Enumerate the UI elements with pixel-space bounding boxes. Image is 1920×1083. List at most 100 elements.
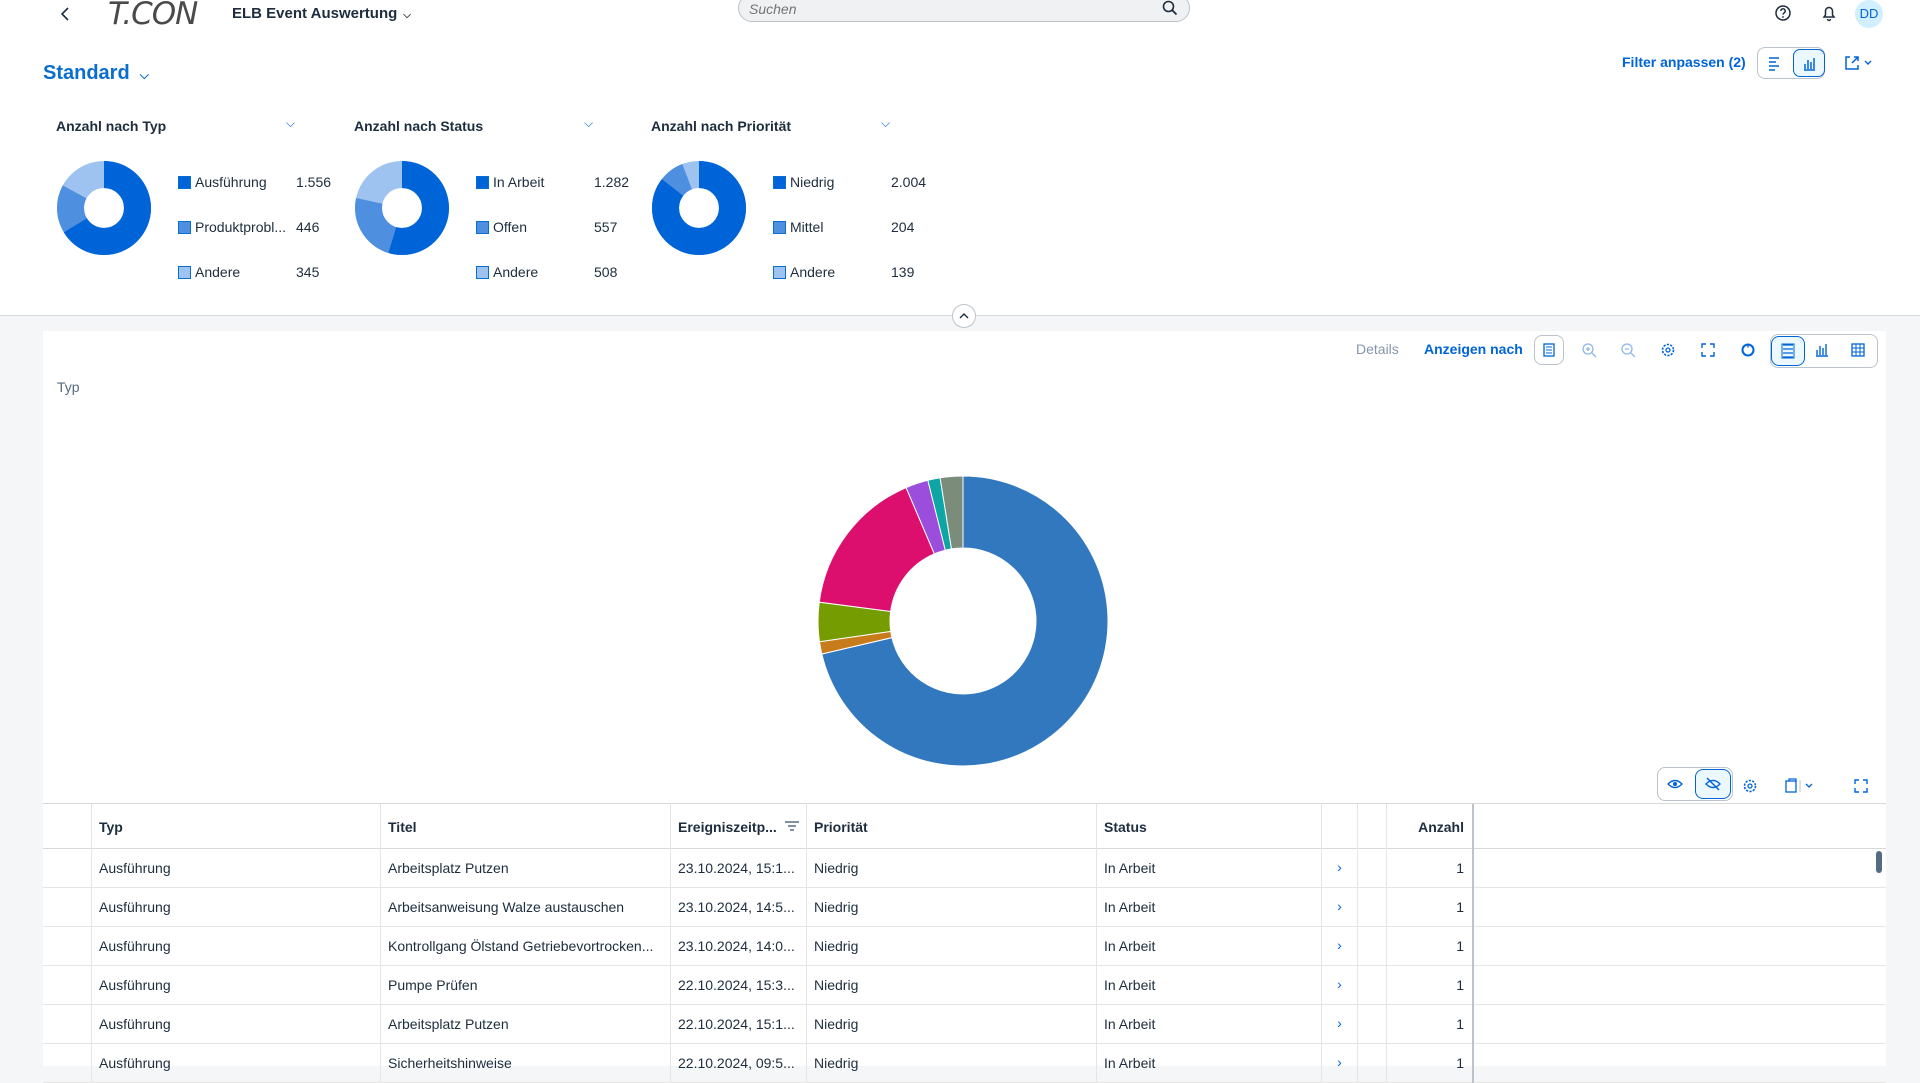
table-fullscreen-button[interactable] [1846,771,1876,801]
cell-zeit: 22.10.2024, 09:5... [671,1044,807,1083]
visual-filter-prioritaet[interactable]: Anzahl nach Priorität ⌵ Niedrig 2.004 Mit… [651,116,943,280]
legend-item[interactable]: Mittel 204 [773,218,943,236]
eye-hidden-icon [1705,777,1721,791]
donut-chart-status[interactable] [354,160,450,256]
search-field[interactable] [738,0,1190,22]
legend-item[interactable]: Niedrig 2.004 [773,173,943,191]
table-row[interactable]: Ausführung Sicherheitshinweise 22.10.2024,… [43,1044,1886,1083]
cell-status: In Arbeit [1097,1005,1322,1044]
table-view-button[interactable] [1843,336,1873,366]
legend-toggle-button[interactable] [1534,335,1564,365]
details-button[interactable]: Details [1356,341,1399,357]
bar-chart-icon [1816,344,1828,357]
chevron-down-icon[interactable]: ⌵ [881,116,891,130]
bell-icon[interactable] [1816,0,1842,26]
spacer-cell [1358,888,1387,927]
chevron-down-icon[interactable]: ⌵ [584,116,594,130]
chart-type-button[interactable] [1733,335,1763,365]
row-navigation-chevron-icon[interactable]: › [1322,966,1358,1005]
cell-anzahl: 1 [1387,966,1474,1005]
settings-button[interactable] [1653,335,1683,365]
legend-item[interactable]: Ausführung 1.556 [178,173,348,191]
column-header-prioritaet[interactable]: Priorität [807,804,1097,850]
search-icon[interactable] [1161,0,1179,17]
legend-item[interactable]: Andere 508 [476,263,646,281]
row-navigation-chevron-icon[interactable]: › [1322,849,1358,888]
variant-name: Standard [43,62,130,84]
cell-typ: Ausführung [92,1005,381,1044]
column-header-ereigniszeitpunkt[interactable]: Ereigniszeitp... [671,804,807,850]
help-icon[interactable] [1770,0,1796,26]
table-row[interactable]: Ausführung Arbeitsplatz Putzen 22.10.2024,… [43,1005,1886,1044]
type-donut-chart[interactable] [803,461,1123,771]
legend-item[interactable]: Andere 345 [178,263,348,281]
legend-item[interactable]: In Arbeit 1.282 [476,173,646,191]
export-button[interactable] [1776,771,1824,801]
compact-view-button[interactable] [1759,49,1791,77]
chart-view-button[interactable] [1807,336,1837,366]
zoom-out-button[interactable] [1613,335,1643,365]
legend-item[interactable]: Produktprobl... 446 [178,218,348,236]
back-button[interactable] [54,2,78,26]
table-settings-button[interactable] [1735,771,1765,801]
donut-slice[interactable] [939,475,964,550]
spacer-column-header [1358,804,1387,850]
cell-zeit: 22.10.2024, 15:1... [671,1005,807,1044]
donut-slice[interactable] [821,475,1109,767]
share-button[interactable] [1840,52,1876,74]
legend-label: Andere [790,264,836,280]
adapt-filter-button[interactable]: Filter anpassen (2) [1622,54,1746,70]
table-row[interactable]: Ausführung Pumpe Prüfen 22.10.2024, 15:3..… [43,966,1886,1005]
selection-cell [43,1005,92,1044]
table-scrollbar[interactable] [1876,851,1882,873]
column-header-anzahl[interactable]: Anzahl [1387,804,1474,850]
table-row[interactable]: Ausführung Arbeitsplatz Putzen 23.10.2024,… [43,849,1886,888]
column-header-status[interactable]: Status [1097,804,1322,850]
visual-filter-button[interactable] [1793,49,1825,77]
view-switch [1770,334,1878,368]
display-by-button[interactable]: Anzeigen nach [1424,341,1523,357]
cell-typ: Ausführung [92,927,381,966]
hide-details-button[interactable] [1695,769,1731,799]
legend-label: Produktprobl... [195,219,287,235]
bar-chart-icon [1804,58,1815,71]
view-toggle [1757,47,1825,79]
column-header-titel[interactable]: Titel [381,804,671,850]
app-title-menu[interactable]: ELB Event Auswertung ⌵ [232,5,411,22]
shell-bar: T.CON ELB Event Auswertung ⌵ DD [0,0,1920,32]
row-navigation-chevron-icon[interactable]: › [1322,927,1358,966]
show-details-button[interactable] [1659,769,1693,799]
row-navigation-chevron-icon[interactable]: › [1322,1005,1358,1044]
visual-filter-typ[interactable]: Anzahl nach Typ ⌵ Ausführung 1.556 Produk… [56,116,348,280]
visual-filter-status[interactable]: Anzahl nach Status ⌵ In Arbeit 1.282 Offe… [354,116,646,280]
fullscreen-icon [1701,343,1715,357]
search-input[interactable] [749,1,1149,17]
fullscreen-icon [1854,779,1868,793]
donut-chart-prioritaet[interactable] [651,160,747,256]
collapse-header-button[interactable] [952,304,976,328]
chevron-down-icon[interactable]: ⌵ [286,116,296,130]
avatar[interactable]: DD [1855,0,1883,28]
dynamic-page-header: Standard ⌵ Filter anpassen (2) Anzahl nac… [0,30,1920,328]
variant-selector[interactable]: Standard ⌵ [43,62,149,85]
card-title: Anzahl nach Typ [56,118,167,134]
hybrid-view-button[interactable] [1771,336,1805,366]
company-logo[interactable]: T.CON [108,0,198,32]
legend-item[interactable]: Andere 139 [773,263,943,281]
table-icon [1851,343,1865,357]
legend-label: Andere [195,264,241,280]
legend-swatch [476,176,489,189]
donut-chart-typ[interactable] [56,160,152,256]
row-navigation-chevron-icon[interactable]: › [1322,1044,1358,1083]
legend-label: In Arbeit [493,174,545,190]
gear-icon [1661,343,1675,357]
zoom-in-button[interactable] [1574,335,1604,365]
table-header: Typ Titel Ereigniszeitp... Priorität Sta… [43,803,1886,850]
row-navigation-chevron-icon[interactable]: › [1322,888,1358,927]
table-row[interactable]: Ausführung Kontrollgang Ölstand Getriebev… [43,927,1886,966]
legend-item[interactable]: Offen 557 [476,218,646,236]
column-header-typ[interactable]: Typ [92,804,381,850]
fullscreen-button[interactable] [1693,335,1723,365]
table-row[interactable]: Ausführung Arbeitsanweisung Walze austaus… [43,888,1886,927]
legend-value: 2.004 [891,174,926,190]
